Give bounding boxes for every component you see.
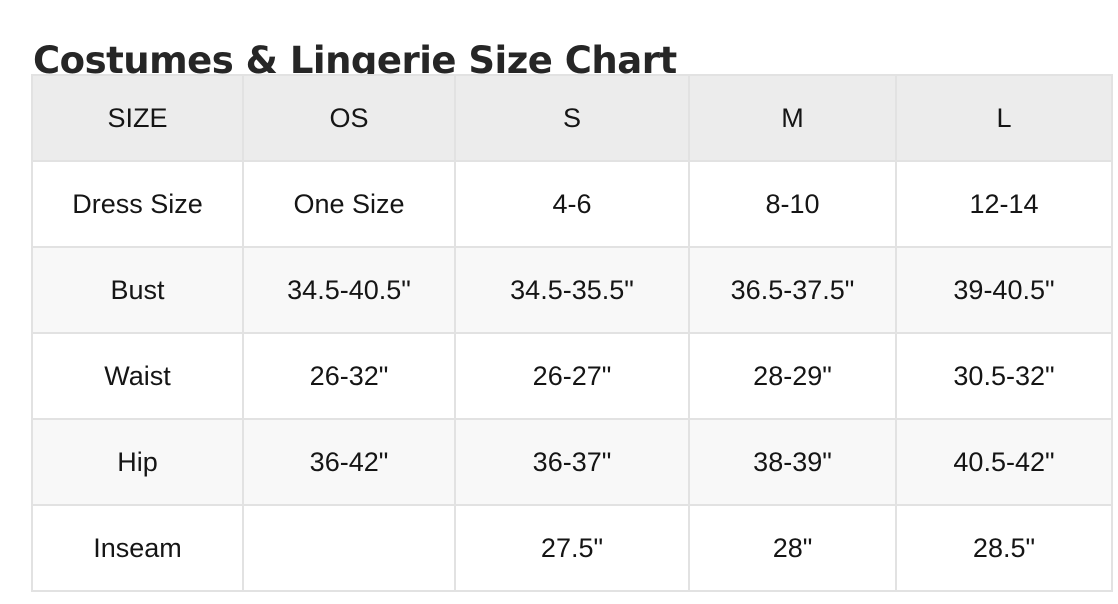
cell: 27.5" bbox=[454, 504, 690, 592]
column-header-size: SIZE bbox=[31, 74, 244, 162]
column-header-s: S bbox=[454, 74, 690, 162]
table-row-bust: Bust 34.5-40.5" 34.5-35.5" 36.5-37.5" 39… bbox=[31, 246, 1113, 334]
cell: 8-10 bbox=[688, 160, 897, 248]
cell: 4-6 bbox=[454, 160, 690, 248]
table-row-hip: Hip 36-42" 36-37" 38-39" 40.5-42" bbox=[31, 418, 1113, 506]
cell: 28-29" bbox=[688, 332, 897, 420]
cell: 26-27" bbox=[454, 332, 690, 420]
column-header-l: L bbox=[895, 74, 1113, 162]
cell: One Size bbox=[242, 160, 456, 248]
cell: 34.5-35.5" bbox=[454, 246, 690, 334]
cell: 40.5-42" bbox=[895, 418, 1113, 506]
cell: 36-42" bbox=[242, 418, 456, 506]
cell: 38-39" bbox=[688, 418, 897, 506]
table-row-dress-size: Dress Size One Size 4-6 8-10 12-14 bbox=[31, 160, 1113, 248]
cell: 30.5-32" bbox=[895, 332, 1113, 420]
column-header-os: OS bbox=[242, 74, 456, 162]
row-label: Inseam bbox=[31, 504, 244, 592]
cell: 28" bbox=[688, 504, 897, 592]
row-label: Waist bbox=[31, 332, 244, 420]
cell: 26-32" bbox=[242, 332, 456, 420]
row-label: Hip bbox=[31, 418, 244, 506]
table-row-waist: Waist 26-32" 26-27" 28-29" 30.5-32" bbox=[31, 332, 1113, 420]
cell: 39-40.5" bbox=[895, 246, 1113, 334]
cell: 28.5" bbox=[895, 504, 1113, 592]
column-header-m: M bbox=[688, 74, 897, 162]
cell: 36-37" bbox=[454, 418, 690, 506]
table-header-row: SIZE OS S M L bbox=[31, 74, 1113, 162]
row-label: Dress Size bbox=[31, 160, 244, 248]
cell: 36.5-37.5" bbox=[688, 246, 897, 334]
table-row-inseam: Inseam 27.5" 28" 28.5" bbox=[31, 504, 1113, 592]
cell: 34.5-40.5" bbox=[242, 246, 456, 334]
row-label: Bust bbox=[31, 246, 244, 334]
cell bbox=[242, 504, 456, 592]
cell: 12-14 bbox=[895, 160, 1113, 248]
size-chart-table: SIZE OS S M L Dress Size One Size 4-6 8-… bbox=[31, 74, 1113, 592]
